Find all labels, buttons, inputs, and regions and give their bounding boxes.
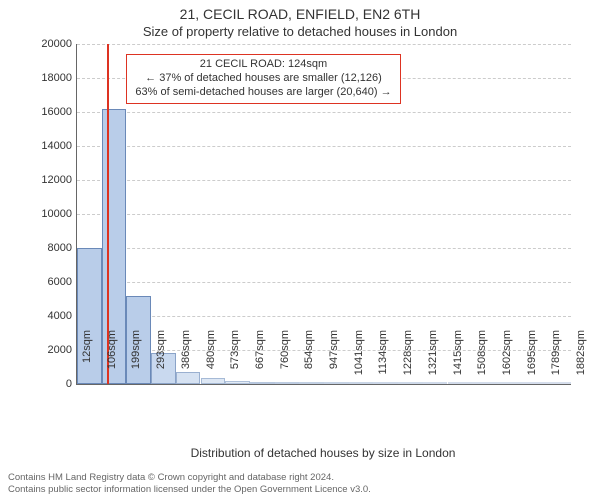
x-tick-label: 12sqm — [81, 330, 93, 390]
x-tick-label: 1789sqm — [550, 330, 562, 390]
plot-area: 21 CECIL ROAD: 124sqm← 37% of detached h… — [76, 44, 571, 385]
y-tick-label: 10000 — [32, 208, 72, 220]
grid-line — [77, 350, 571, 351]
y-tick-label: 8000 — [32, 242, 72, 254]
x-tick-label: 386sqm — [180, 330, 192, 390]
grid-line — [77, 146, 571, 147]
chart-title-sub: Size of property relative to detached ho… — [0, 24, 600, 39]
x-tick-label: 1041sqm — [353, 330, 365, 390]
x-tick-label: 293sqm — [155, 330, 167, 390]
x-tick-label: 760sqm — [279, 330, 291, 390]
x-axis-label: Distribution of detached houses by size … — [76, 446, 570, 460]
grid-line — [77, 316, 571, 317]
grid-line — [77, 180, 571, 181]
x-tick-label: 106sqm — [106, 330, 118, 390]
x-tick-label: 1602sqm — [501, 330, 513, 390]
x-tick-label: 1134sqm — [377, 330, 389, 390]
x-tick-label: 1695sqm — [526, 330, 538, 390]
y-tick-label: 16000 — [32, 106, 72, 118]
x-tick-label: 573sqm — [229, 330, 241, 390]
y-tick-label: 18000 — [32, 72, 72, 84]
y-tick-label: 0 — [32, 378, 72, 390]
y-tick-label: 14000 — [32, 140, 72, 152]
x-tick-label: 667sqm — [254, 330, 266, 390]
y-tick-label: 6000 — [32, 276, 72, 288]
y-tick-label: 20000 — [32, 38, 72, 50]
chart-container: 21, CECIL ROAD, ENFIELD, EN2 6TH Size of… — [0, 0, 600, 500]
chart-title-main: 21, CECIL ROAD, ENFIELD, EN2 6TH — [0, 6, 600, 22]
x-tick-label: 1508sqm — [476, 330, 488, 390]
footer-line-1: Contains HM Land Registry data © Crown c… — [8, 472, 592, 484]
x-tick-label: 199sqm — [130, 330, 142, 390]
info-box-line: ← 37% of detached houses are smaller (12… — [135, 72, 391, 86]
grid-line — [77, 282, 571, 283]
y-tick-label: 2000 — [32, 344, 72, 356]
footer-line-2: Contains public sector information licen… — [8, 484, 592, 496]
x-tick-label: 480sqm — [205, 330, 217, 390]
x-tick-label: 1882sqm — [575, 330, 587, 390]
x-tick-label: 1415sqm — [452, 330, 464, 390]
x-tick-label: 947sqm — [328, 330, 340, 390]
grid-line — [77, 214, 571, 215]
info-box-line: 63% of semi-detached houses are larger (… — [135, 86, 391, 100]
x-tick-label: 854sqm — [303, 330, 315, 390]
grid-line — [77, 248, 571, 249]
x-tick-label: 1228sqm — [402, 330, 414, 390]
footer: Contains HM Land Registry data © Crown c… — [8, 472, 592, 496]
y-tick-label: 4000 — [32, 310, 72, 322]
grid-line — [77, 44, 571, 45]
x-tick-label: 1321sqm — [427, 330, 439, 390]
y-tick-label: 12000 — [32, 174, 72, 186]
info-box: 21 CECIL ROAD: 124sqm← 37% of detached h… — [126, 54, 400, 104]
grid-line — [77, 112, 571, 113]
info-box-line: 21 CECIL ROAD: 124sqm — [135, 58, 391, 72]
